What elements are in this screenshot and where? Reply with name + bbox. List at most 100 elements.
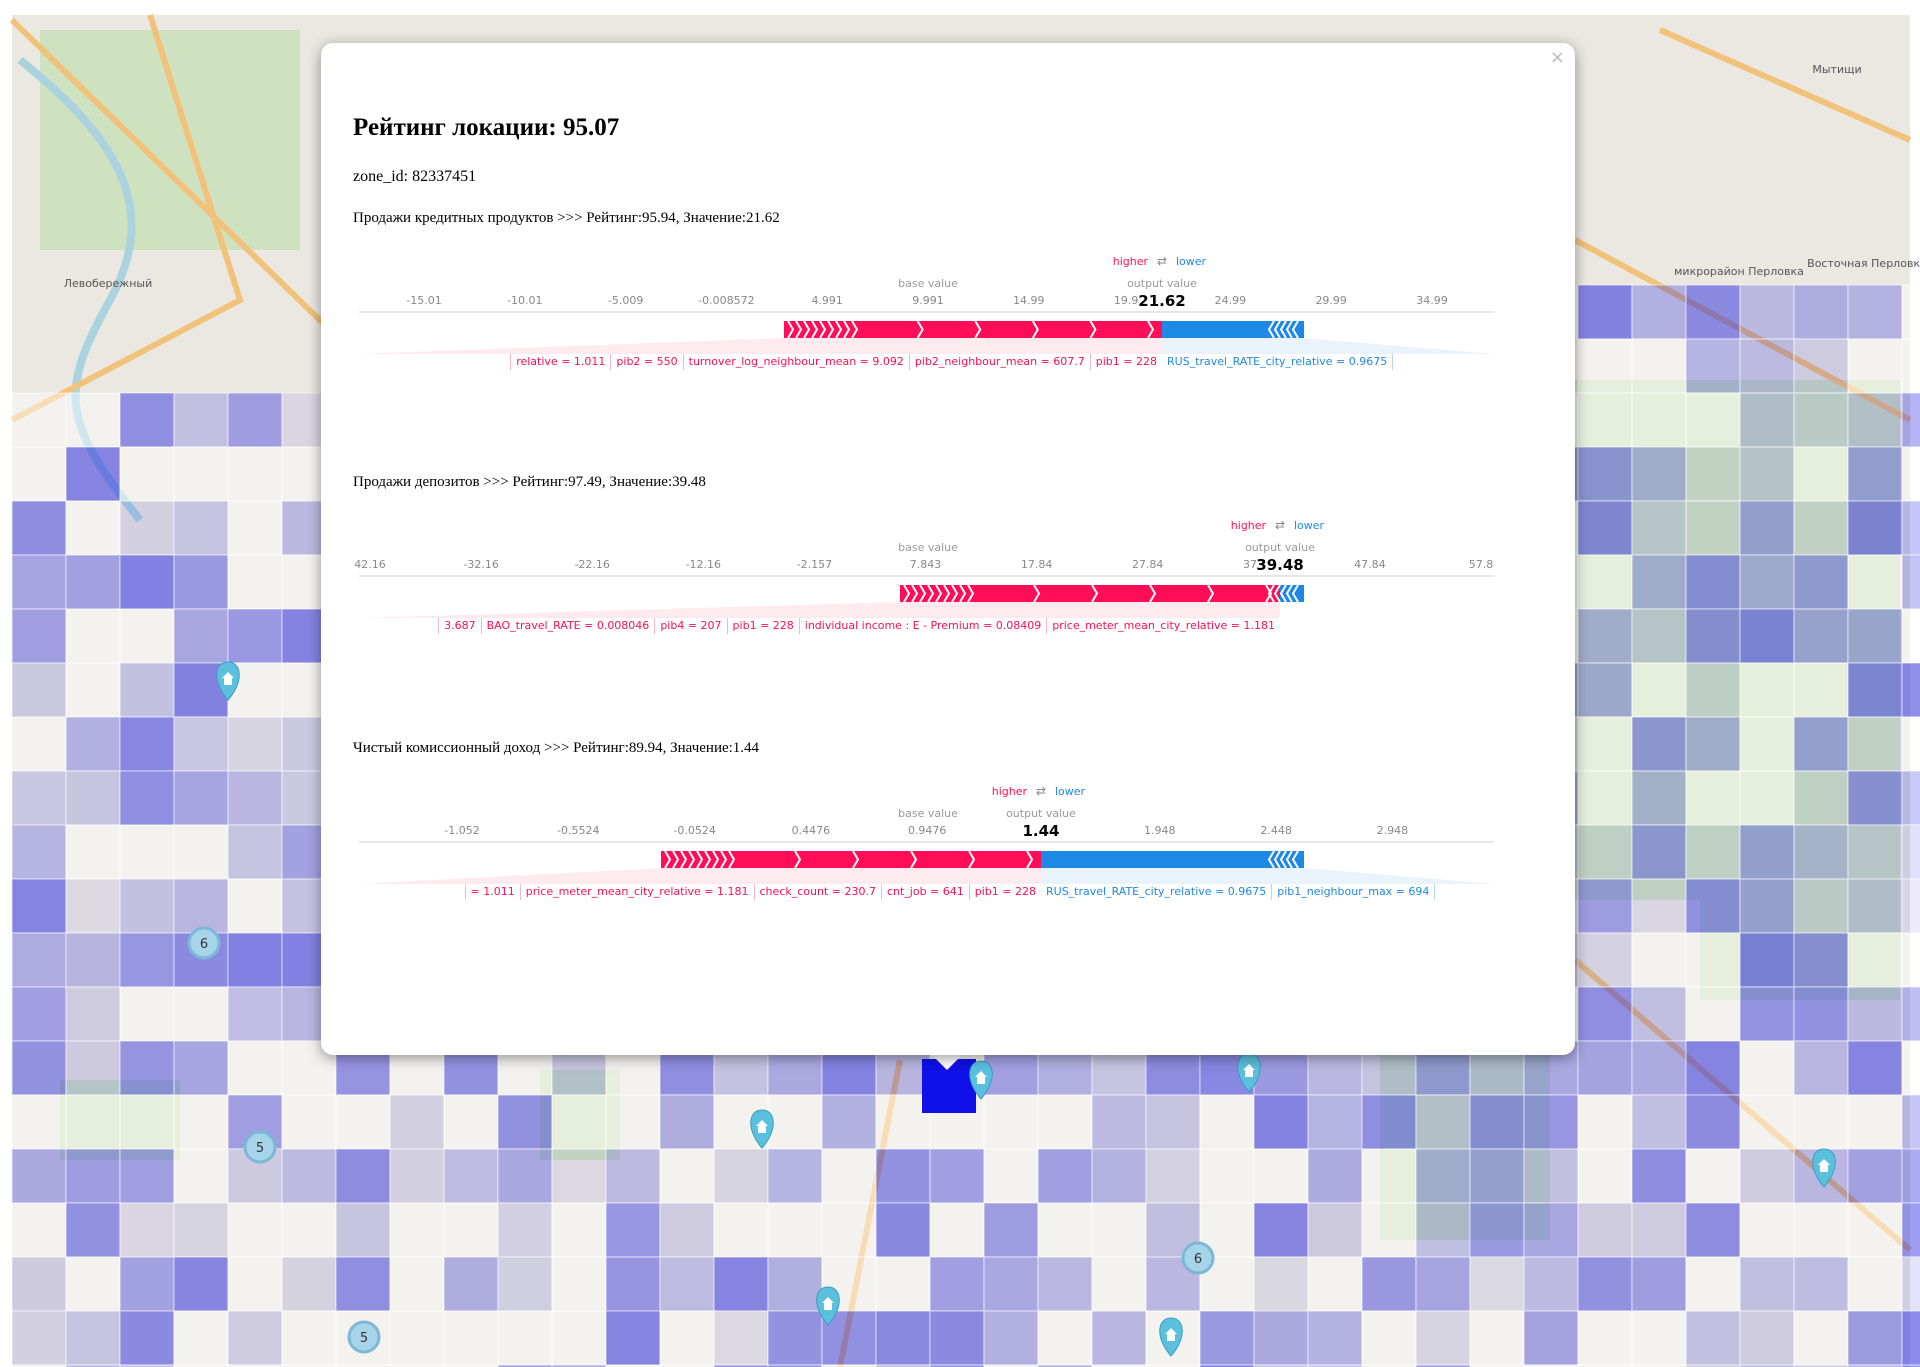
close-button[interactable]: × [1549,47,1565,68]
grid-cell [1739,1202,1795,1258]
grid-cell [983,1202,1039,1258]
grid-cell [119,878,175,934]
grid-cell [11,1256,67,1312]
grid-cell [1469,1256,1525,1312]
grid-cell [1577,878,1633,934]
chevron [1273,584,1281,603]
chevron [843,320,851,339]
chevron [851,320,859,339]
grid-cell [983,1094,1039,1150]
grid-cell [1847,1256,1903,1312]
grid-cell [1091,1202,1147,1258]
grid-cell [497,1148,553,1204]
chevron [959,584,967,603]
grid-cell [11,1364,67,1367]
grid-cell [1739,878,1795,934]
grid-cell [1037,1148,1093,1204]
grid-cell [281,1094,337,1150]
grid-cell [281,1364,337,1367]
chevron [935,584,943,603]
chevron [1031,320,1039,339]
grid-cell [1685,1364,1741,1367]
grid-cell [389,1094,445,1150]
grid-cell [11,608,67,664]
neg-feature: RUS_travel_RATE_city_relative = 0.9675 [1162,354,1394,370]
pos-feature-row: 3.687 BAO_travel_RATE = 0.008046 pib4 = 20… [359,618,1280,634]
grid-cell [1631,554,1687,610]
grid-cell [1577,824,1633,880]
pos-feature: pib1 = 228 [726,618,799,634]
chevron [903,584,911,603]
park [540,1070,620,1160]
axis-tick-label: -5.009 [608,294,643,307]
pos-feature: = 1.011 [464,884,520,900]
map-label: Левобережный [64,277,153,290]
grid-cell [173,1256,229,1312]
grid-cell [659,1256,715,1312]
legend-lower: lower [1055,785,1086,798]
grid-cell [1469,1094,1525,1150]
grid-cell [119,1094,175,1150]
grid-cell [1523,1094,1579,1150]
grid-cell [1847,500,1903,556]
grid-cell [1631,1040,1687,1096]
grid-cell [65,932,121,988]
grid-cell [1793,1094,1849,1150]
grid-cell [497,1202,553,1258]
grid-cell [119,554,175,610]
grid-cell [227,824,283,880]
grid-cell [1631,716,1687,772]
grid-cell [1631,1094,1687,1150]
grid-cell [1577,446,1633,502]
grid-cell [1037,1202,1093,1258]
chevron [1285,320,1293,339]
pos-feature: BAO_travel_RATE = 0.008046 [480,618,655,634]
grid-cell [1091,1094,1147,1150]
output-bg [1138,291,1186,309]
pos-feature: pib1 = 228 [968,884,1041,900]
grid-cell [1739,392,1795,448]
grid-cell [1901,662,1920,718]
legend-arrows: ⇄ [1036,784,1046,798]
pos-bar [661,851,1041,868]
grid-cell [929,1256,985,1312]
pos-bar [784,321,1162,338]
grid-cell [875,1094,931,1150]
grid-cell [227,986,283,1042]
grid-cell [1361,1094,1417,1150]
cluster-count: 5 [256,1141,264,1156]
axis-tick-label: 2.448 [1260,824,1292,837]
grid-cell [119,608,175,664]
axis-tick-label: 42.16 [354,558,386,571]
grid-cell [1847,338,1903,394]
grid-cell [1685,500,1741,556]
grid-cell [1685,770,1741,826]
grid-cell [767,1148,823,1204]
grid-cell [875,1202,931,1258]
grid-cell [929,1148,985,1204]
grid-cell [1577,1094,1633,1150]
chevron [1026,850,1034,869]
grid-cell [1901,446,1920,502]
grid-cell [767,1202,823,1258]
pos-fan [359,602,1280,618]
grid-cell [1577,1040,1633,1096]
grid-cell [65,1094,121,1150]
grid-cell [1145,1364,1201,1367]
grid-cell [929,1364,985,1367]
grid-cell [1793,878,1849,934]
grid-cell [1577,338,1633,394]
grid-cell [497,1310,553,1366]
grid-cell [497,1364,553,1367]
grid-cell [11,500,67,556]
chevron [688,850,696,869]
grid-cell [173,1094,229,1150]
grid-cell [1253,1148,1309,1204]
grid-cell [1577,608,1633,664]
chevron [968,850,976,869]
grid-cell [1307,1148,1363,1204]
grid-cell [1361,1364,1417,1367]
grid-cell [767,1256,823,1312]
grid-cell [1631,608,1687,664]
